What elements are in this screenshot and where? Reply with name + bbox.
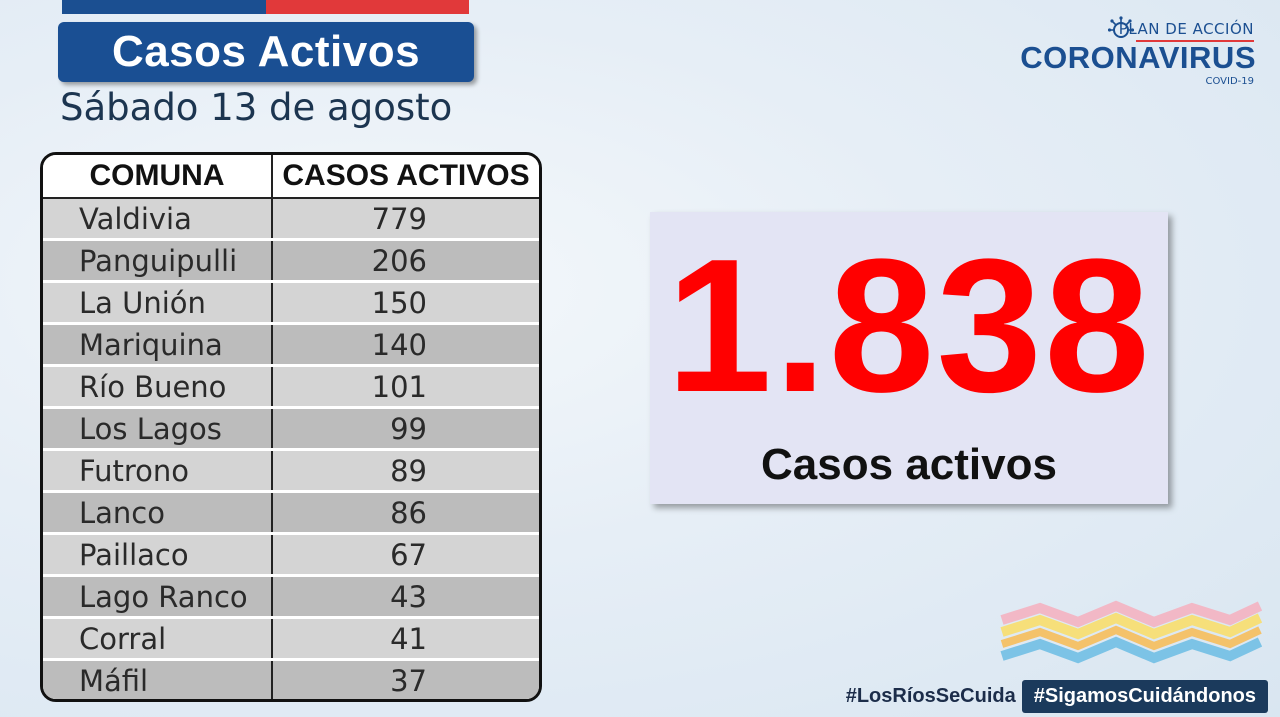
comuna-cell: Los Lagos <box>43 407 273 451</box>
comuna-cell: Mariquina <box>43 323 273 367</box>
logo-sub-text: COVID-19 <box>1205 76 1254 87</box>
table-row: Lago Ranco 43 <box>43 575 539 619</box>
casos-cell: 86 <box>272 491 539 535</box>
total-cases-label: Casos activos <box>761 440 1057 489</box>
page-title: Casos Activos <box>111 27 421 76</box>
casos-cell: 67 <box>272 533 539 577</box>
table-row: Corral 41 <box>43 617 539 661</box>
flag-red-stripe <box>265 0 469 14</box>
date-subtitle: Sábado 13 de agosto <box>60 86 453 129</box>
comuna-cell: Lanco <box>43 491 273 535</box>
virus-icon <box>1108 16 1134 38</box>
hashtags: #LosRíosSeCuida #SigamosCuidándonos <box>846 679 1268 713</box>
table-row: Futrono 89 <box>43 449 539 493</box>
coronavirus-logo: PLAN DE ACCIÓN CORONAVIRUS COVID-19 <box>1020 14 1256 87</box>
table-header-row: COMUNA CASOS ACTIVOS <box>43 155 539 199</box>
cases-table: COMUNA CASOS ACTIVOS Valdivia 779 Panguip… <box>40 152 542 702</box>
table-row: Río Bueno 101 <box>43 365 539 409</box>
flag-bar <box>62 0 469 14</box>
table-row: Mariquina 140 <box>43 323 539 367</box>
header-comuna: COMUNA <box>43 155 273 199</box>
table-row: Valdivia 779 <box>43 198 539 241</box>
table-row: Los Lagos 99 <box>43 407 539 451</box>
casos-cell: 43 <box>272 575 539 619</box>
table-row: Paillaco 67 <box>43 533 539 577</box>
comuna-cell: Corral <box>43 617 273 661</box>
comuna-cell: Paillaco <box>43 533 273 577</box>
table-row: La Unión 150 <box>43 281 539 325</box>
table-row: Lanco 86 <box>43 491 539 535</box>
comuna-cell: Panguipulli <box>43 239 273 283</box>
casos-cell: 101 <box>272 365 539 409</box>
title-banner: Casos Activos <box>58 22 474 82</box>
casos-cell: 150 <box>272 281 539 325</box>
hashtag-sigamos: #SigamosCuidándonos <box>1021 679 1268 713</box>
logo-plan-text: PLAN DE ACCIÓN <box>1118 20 1254 38</box>
total-cases-card: 1.838 Casos activos <box>650 212 1168 504</box>
table-row: Máfil 37 <box>43 659 539 699</box>
comuna-cell: Río Bueno <box>43 365 273 409</box>
flag-blue-stripe <box>62 0 266 14</box>
comuna-cell: Valdivia <box>43 198 273 241</box>
total-cases-value: 1.838 <box>666 220 1152 432</box>
casos-cell: 99 <box>272 407 539 451</box>
comuna-cell: La Unión <box>43 281 273 325</box>
header-casos: CASOS ACTIVOS <box>272 155 539 199</box>
table-row: Panguipulli 206 <box>43 239 539 283</box>
comuna-cell: Lago Ranco <box>43 575 273 619</box>
casos-cell: 89 <box>272 449 539 493</box>
casos-cell: 779 <box>272 198 539 241</box>
casos-cell: 37 <box>272 659 539 699</box>
comuna-cell: Futrono <box>43 449 273 493</box>
hashtag-losrios: #LosRíosSeCuida <box>845 684 1016 707</box>
casos-cell: 140 <box>272 323 539 367</box>
casos-cell: 206 <box>272 239 539 283</box>
casos-cell: 41 <box>272 617 539 661</box>
logo-main-text: CORONAVIRUS <box>1020 40 1256 75</box>
decorative-stripes <box>1000 600 1262 664</box>
comuna-cell: Máfil <box>43 659 273 699</box>
logo-divider <box>1136 40 1254 42</box>
